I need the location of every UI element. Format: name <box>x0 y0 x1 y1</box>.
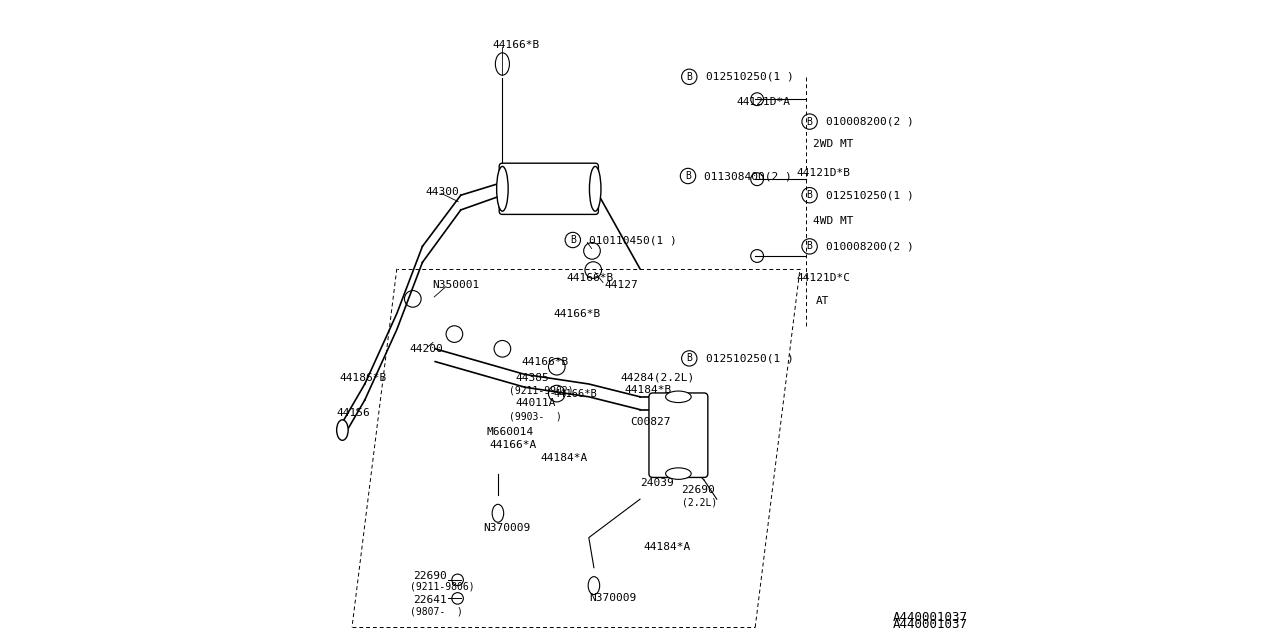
Text: 44166*B: 44166*B <box>554 308 600 319</box>
Text: 011308400(2 ): 011308400(2 ) <box>704 171 792 181</box>
Text: 22641: 22641 <box>412 595 447 605</box>
Text: 010008200(2 ): 010008200(2 ) <box>826 116 914 127</box>
Text: A440001037: A440001037 <box>893 611 968 624</box>
Text: B: B <box>570 235 576 245</box>
Text: 22690: 22690 <box>412 571 447 581</box>
Text: 24039: 24039 <box>640 478 673 488</box>
Text: 010008200(2 ): 010008200(2 ) <box>826 241 914 252</box>
Ellipse shape <box>589 577 600 595</box>
Ellipse shape <box>493 504 504 522</box>
Text: 44385: 44385 <box>516 372 549 383</box>
Ellipse shape <box>495 53 509 76</box>
Text: B: B <box>686 353 692 364</box>
Text: AT: AT <box>817 296 829 306</box>
Text: B: B <box>806 190 813 200</box>
Text: 44186*B: 44186*B <box>339 372 387 383</box>
Text: N350001: N350001 <box>433 280 479 290</box>
Text: 44156: 44156 <box>335 408 370 418</box>
Text: C00827: C00827 <box>630 417 671 428</box>
Text: 44300: 44300 <box>425 187 460 197</box>
Text: N370009: N370009 <box>484 523 530 533</box>
Ellipse shape <box>497 166 508 211</box>
Ellipse shape <box>337 420 348 440</box>
Text: 44166*B: 44166*B <box>566 273 613 284</box>
FancyBboxPatch shape <box>649 393 708 477</box>
Text: 012510250(1 ): 012510250(1 ) <box>826 190 914 200</box>
Ellipse shape <box>589 166 602 211</box>
Text: B: B <box>685 171 691 181</box>
Ellipse shape <box>666 468 691 479</box>
Text: 4WD MT: 4WD MT <box>813 216 854 226</box>
Text: (9211-9902): (9211-9902) <box>508 385 573 396</box>
Text: 44166*B: 44166*B <box>522 356 568 367</box>
Text: B: B <box>806 241 813 252</box>
Text: B: B <box>806 116 813 127</box>
Text: (9807-  ): (9807- ) <box>410 606 462 616</box>
Text: 44121D*A: 44121D*A <box>736 97 790 108</box>
Text: 44127: 44127 <box>604 280 639 290</box>
Text: 2WD MT: 2WD MT <box>813 139 854 149</box>
Text: 22690: 22690 <box>681 484 716 495</box>
Text: (9211-9806): (9211-9806) <box>410 582 474 592</box>
Text: 012510250(1 ): 012510250(1 ) <box>707 353 794 364</box>
Text: 012510250(1 ): 012510250(1 ) <box>707 72 794 82</box>
Text: 44184*B: 44184*B <box>625 385 671 396</box>
Text: (2.2L): (2.2L) <box>681 497 717 508</box>
Text: 44184*A: 44184*A <box>644 542 690 552</box>
Text: M660014: M660014 <box>486 427 534 437</box>
Text: N370009: N370009 <box>589 593 636 604</box>
Text: 44184*A: 44184*A <box>540 452 588 463</box>
Text: 44284(2.2L): 44284(2.2L) <box>621 372 695 383</box>
Text: 44121D*B: 44121D*B <box>796 168 851 178</box>
Text: 44121D*C: 44121D*C <box>796 273 851 284</box>
Text: 44166*A: 44166*A <box>490 440 536 450</box>
Ellipse shape <box>666 391 691 403</box>
Text: 44200: 44200 <box>410 344 443 354</box>
Text: 44166*B: 44166*B <box>554 388 598 399</box>
Text: B: B <box>686 72 692 82</box>
Text: 44011A: 44011A <box>516 398 556 408</box>
FancyBboxPatch shape <box>499 163 599 214</box>
Text: 44166*B: 44166*B <box>493 40 540 50</box>
Text: (9903-  ): (9903- ) <box>508 411 562 421</box>
Text: 010110450(1 ): 010110450(1 ) <box>589 235 677 245</box>
Text: A440001037: A440001037 <box>893 618 968 630</box>
